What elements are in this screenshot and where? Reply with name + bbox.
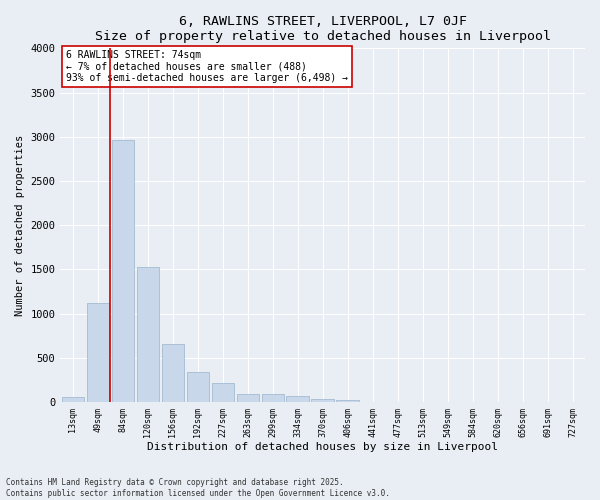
Bar: [137, 267, 159, 402]
Text: Contains HM Land Registry data © Crown copyright and database right 2025.
Contai: Contains HM Land Registry data © Crown c…: [6, 478, 390, 498]
Text: 6 RAWLINS STREET: 74sqm
← 7% of detached houses are smaller (488)
93% of semi-de: 6 RAWLINS STREET: 74sqm ← 7% of detached…: [65, 50, 347, 84]
X-axis label: Distribution of detached houses by size in Liverpool: Distribution of detached houses by size …: [147, 442, 498, 452]
Y-axis label: Number of detached properties: Number of detached properties: [15, 134, 25, 316]
Bar: [112, 140, 134, 402]
Bar: [212, 383, 234, 402]
Title: 6, RAWLINS STREET, LIVERPOOL, L7 0JF
Size of property relative to detached house: 6, RAWLINS STREET, LIVERPOOL, L7 0JF Siz…: [95, 15, 551, 43]
Bar: [286, 396, 309, 402]
Bar: [86, 303, 109, 402]
Bar: [187, 372, 209, 402]
Bar: [311, 400, 334, 402]
Bar: [337, 400, 359, 402]
Bar: [161, 344, 184, 402]
Bar: [62, 397, 84, 402]
Bar: [236, 394, 259, 402]
Bar: [262, 394, 284, 402]
